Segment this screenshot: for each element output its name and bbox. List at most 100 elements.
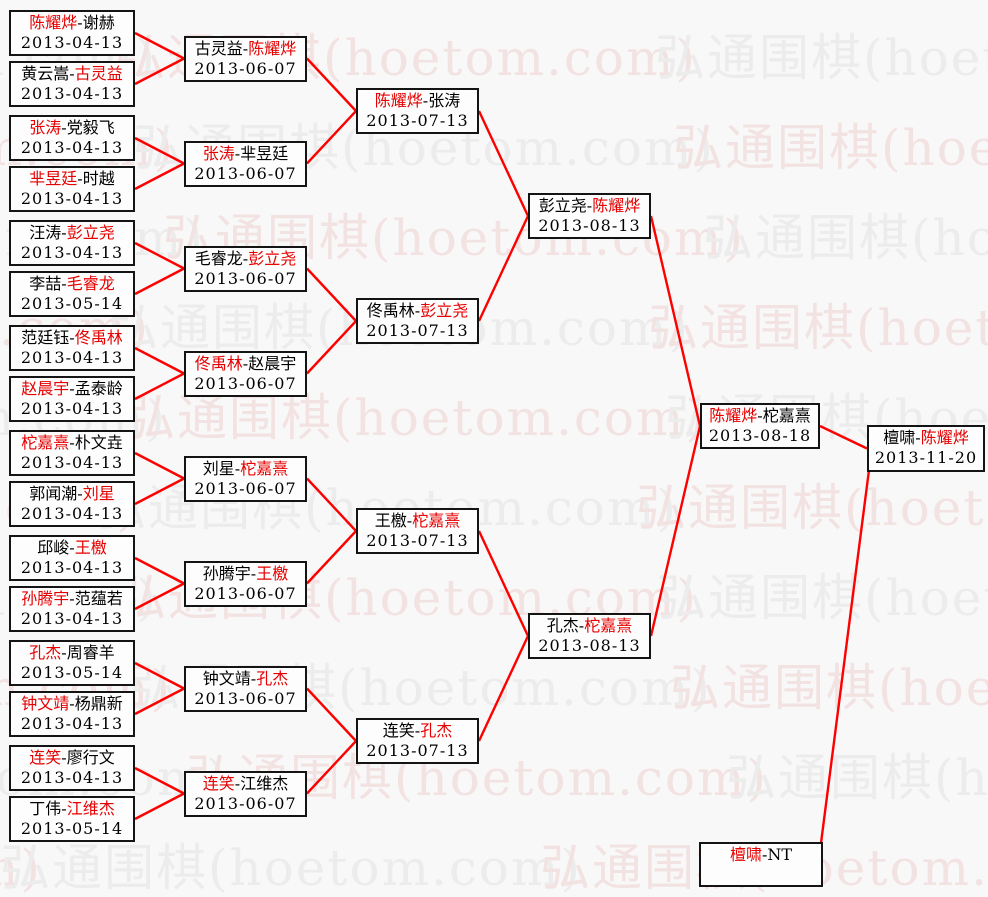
match-box-r4-1[interactable]: 彭立尧-陈耀烨 2013-08-13 [528, 193, 651, 239]
loser-name: NT [767, 845, 793, 864]
match-date: 2013-04-13 [20, 33, 124, 52]
match-box-r1-8[interactable]: 赵晨宇-孟泰龄 2013-04-13 [9, 376, 135, 422]
loser-name: 钟文靖 [202, 668, 251, 688]
match-date: 2013-05-14 [20, 663, 124, 682]
match-players: 汪涛-彭立尧 [11, 223, 133, 243]
loser-name: 王檄 [374, 511, 407, 530]
match-date: 2013-08-13 [538, 216, 641, 235]
match-box-r1-4[interactable]: 芈昱廷-时越 2013-04-13 [9, 166, 135, 212]
name-separator: - [69, 379, 75, 398]
match-date: 2013-06-07 [194, 793, 297, 813]
winner-name: 赵晨宇 [21, 379, 70, 398]
name-separator: - [578, 616, 585, 635]
match-date: 2013-07-13 [366, 531, 469, 550]
match-box-r2-8[interactable]: 连笑-江维杰 2013-06-07 [184, 770, 307, 817]
match-players: 孙腾宇-范蕴若 [11, 589, 133, 609]
loser-name: 黄云嵩 [21, 64, 70, 83]
match-players: 刘星-柁嘉熹 [186, 459, 305, 479]
match-box-r2-3[interactable]: 毛睿龙-彭立尧 2013-06-07 [184, 245, 307, 292]
match-box-r2-6[interactable]: 孙腾宇-王檄 2013-06-07 [184, 560, 307, 607]
match-box-r1-13[interactable]: 孔杰-周睿羊 2013-05-14 [9, 640, 135, 686]
name-separator: - [77, 169, 83, 188]
match-date: 2013-07-13 [366, 111, 469, 130]
winner-name: 张涛 [202, 143, 235, 163]
loser-name: 刘星 [202, 458, 235, 478]
match-box-r1-15[interactable]: 连笑-廖行文 2013-04-13 [9, 745, 135, 791]
match-date: 2013-04-13 [20, 84, 124, 103]
watermark-text: 弘通围棋(hoetom.com) [703, 209, 988, 267]
name-separator: - [61, 118, 67, 137]
match-box-r2-5[interactable]: 刘星-柁嘉熹 2013-06-07 [184, 455, 307, 502]
name-separator: - [250, 563, 257, 583]
match-box-r2-4[interactable]: 佟禹林-赵晨宇 2013-06-07 [184, 350, 307, 397]
name-separator: - [69, 589, 75, 608]
winner-name: 柁嘉熹 [412, 511, 461, 530]
match-box-r5-1[interactable]: 陈耀烨-柁嘉熹 2013-08-18 [700, 403, 820, 449]
loser-name: 檀啸 [883, 428, 916, 447]
match-box-r2-1[interactable]: 古灵益-陈耀烨 2013-06-07 [184, 35, 307, 82]
winner-name: 陈耀烨 [29, 13, 78, 32]
name-separator: - [69, 538, 75, 557]
match-date: 2013-07-13 [366, 321, 469, 340]
match-box-r1-2[interactable]: 黄云嵩-古灵益 2013-04-13 [9, 61, 135, 107]
match-date: 2013-08-13 [538, 636, 641, 655]
match-box-r3-4[interactable]: 连笑-孔杰 2013-07-13 [356, 718, 479, 764]
match-box-r3-2[interactable]: 佟禹林-彭立尧 2013-07-13 [356, 298, 479, 344]
name-separator: - [77, 484, 83, 503]
match-players: 彭立尧-陈耀烨 [530, 196, 649, 216]
name-separator: - [61, 223, 67, 242]
match-date: 2013-06-07 [194, 163, 297, 183]
loser-name: 廖行文 [66, 748, 115, 767]
match-date: 2013-04-13 [20, 609, 124, 628]
loser-name: 彭立尧 [538, 196, 587, 215]
name-separator: - [61, 643, 67, 662]
name-separator: - [242, 38, 249, 58]
match-box-r1-16[interactable]: 丁伟-江维杰 2013-05-14 [9, 796, 135, 842]
winner-name: 江维杰 [66, 799, 115, 818]
match-players: 黄云嵩-古灵益 [11, 64, 133, 84]
match-box-r2-7[interactable]: 钟文靖-孔杰 2013-06-07 [184, 665, 307, 712]
match-box-r1-6[interactable]: 李喆-毛睿龙 2013-05-14 [9, 271, 135, 317]
loser-name: 赵晨宇 [248, 353, 297, 373]
match-players: 柁嘉熹-朴文垚 [11, 433, 133, 453]
winner-name: 佟禹林 [194, 353, 243, 373]
match-box-r4-2[interactable]: 孔杰-柁嘉熹 2013-08-13 [528, 613, 651, 659]
loser-name: 邱峻 [37, 538, 70, 557]
winner-name: 连笑 [202, 773, 235, 793]
loser-name: 谢赫 [82, 13, 115, 32]
match-box-defender[interactable]: 檀啸-NT [699, 842, 823, 887]
match-box-title-match[interactable]: 檀啸-陈耀烨 2013-11-20 [867, 425, 985, 472]
watermark-text: 弘通围棋(hoetom.com) [655, 29, 988, 87]
match-box-r3-1[interactable]: 陈耀烨-张涛 2013-07-13 [356, 88, 479, 134]
match-box-r3-3[interactable]: 王檄-柁嘉熹 2013-07-13 [356, 508, 479, 554]
match-box-r1-9[interactable]: 柁嘉熹-朴文垚 2013-04-13 [9, 430, 135, 476]
name-separator: - [757, 406, 763, 425]
match-date: 2013-05-14 [20, 294, 124, 313]
name-separator: - [234, 773, 241, 793]
name-separator: - [414, 301, 421, 320]
loser-name: 江维杰 [240, 773, 289, 793]
name-separator: - [242, 353, 249, 373]
match-date: 2013-06-07 [194, 373, 297, 393]
winner-name: 钟文靖 [21, 694, 70, 713]
match-box-r1-5[interactable]: 汪涛-彭立尧 2013-04-13 [9, 220, 135, 266]
match-box-r1-1[interactable]: 陈耀烨-谢赫 2013-04-13 [9, 10, 135, 56]
match-box-r1-11[interactable]: 邱峻-王檄 2013-04-13 [9, 535, 135, 581]
match-players: 连笑-孔杰 [358, 721, 477, 741]
match-box-r1-7[interactable]: 范廷钰-佟禹林 2013-04-13 [9, 325, 135, 371]
match-box-r2-2[interactable]: 张涛-芈昱廷 2013-06-07 [184, 140, 307, 187]
loser-name: 时越 [82, 169, 115, 188]
match-box-r1-14[interactable]: 钟文靖-杨鼎新 2013-04-13 [9, 691, 135, 737]
name-separator: - [406, 511, 413, 530]
loser-name: 郭闻潮 [29, 484, 78, 503]
winner-name: 孙腾宇 [21, 589, 70, 608]
match-players: 佟禹林-赵晨宇 [186, 354, 305, 374]
match-box-r1-3[interactable]: 张涛-党毅飞 2013-04-13 [9, 115, 135, 161]
loser-name: 汪涛 [29, 223, 62, 242]
match-box-r1-12[interactable]: 孙腾宇-范蕴若 2013-04-13 [9, 586, 135, 632]
winner-name: 陈耀烨 [709, 406, 758, 425]
winner-name: 陈耀烨 [592, 196, 641, 215]
match-box-r1-10[interactable]: 郭闻潮-刘星 2013-04-13 [9, 481, 135, 527]
match-date: 2013-04-13 [20, 399, 124, 418]
